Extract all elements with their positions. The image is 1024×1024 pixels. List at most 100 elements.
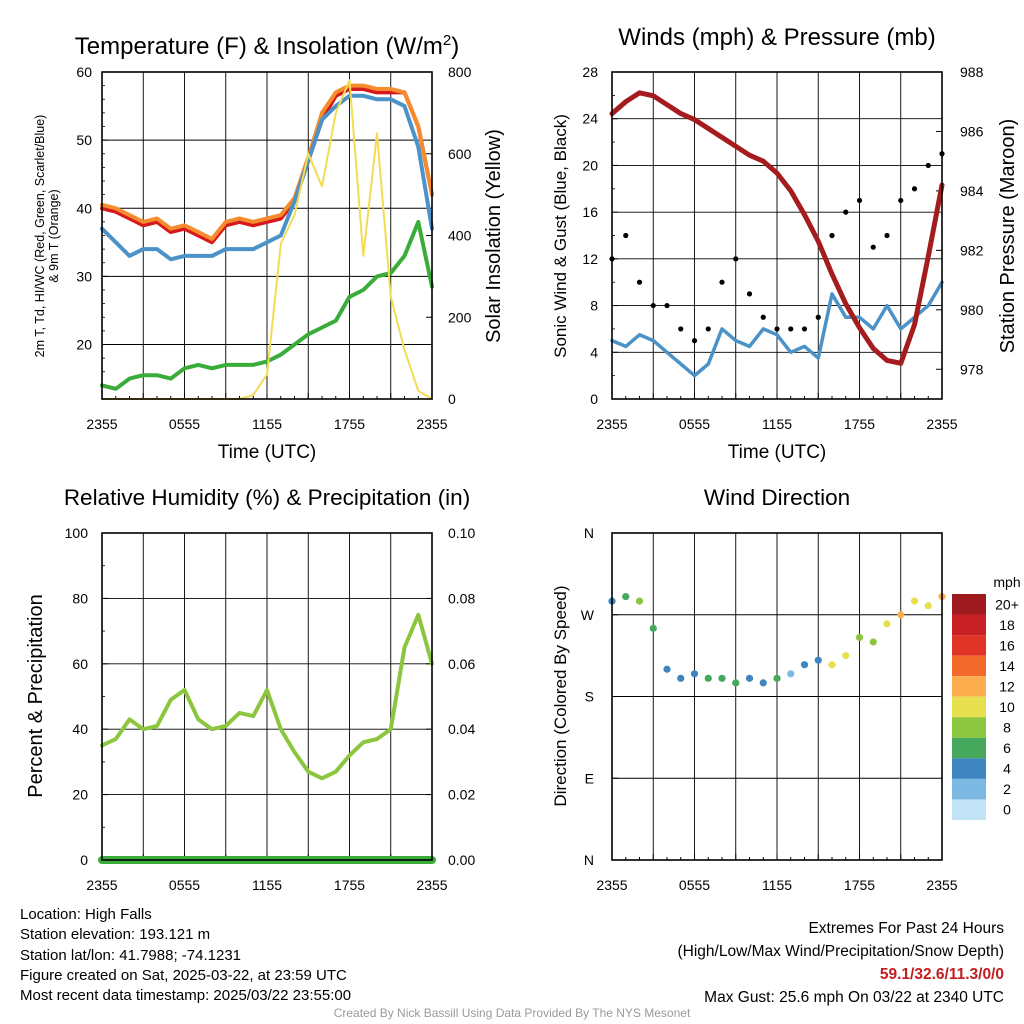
dir-point xyxy=(910,597,919,605)
temp-xtick-label: 1755 xyxy=(334,416,365,432)
dir-point xyxy=(773,674,781,682)
wind-y2tick-label: 982 xyxy=(960,242,984,258)
wind-series-gust-point xyxy=(774,326,780,332)
temp-series-2m-t xyxy=(100,87,434,245)
temp-xtick-label: 0555 xyxy=(169,416,200,432)
rh-ytick-label: 60 xyxy=(72,656,88,672)
wind-y2tick-label: 984 xyxy=(960,183,984,199)
dir-point xyxy=(842,652,850,660)
colorbar-swatch xyxy=(952,778,986,800)
wind-series-gust-point xyxy=(746,291,753,297)
wind-title: Winds (mph) & Pressure (mb) xyxy=(618,24,935,51)
temp-y2tick-label: 400 xyxy=(448,228,472,244)
rh-y2tick-label: 0.06 xyxy=(448,656,475,672)
colorbar-label: 2 xyxy=(1003,781,1011,797)
temp-xtick-label: 1155 xyxy=(252,416,282,432)
dir-point xyxy=(677,674,685,682)
wind-series-sonic-wind xyxy=(610,280,944,378)
dir-xtick-label: 1755 xyxy=(844,877,875,893)
wind-xtick-label: 2355 xyxy=(926,416,957,432)
dir-ytick-label: S xyxy=(585,689,594,705)
rh-y2tick-label: 0.04 xyxy=(448,721,475,737)
temp-y2tick-label: 0 xyxy=(448,391,456,407)
dir-point xyxy=(663,665,671,673)
dir-point xyxy=(622,592,630,601)
wind-xlabel: Time (UTC) xyxy=(728,442,827,463)
station-info: Location: High Falls Station elevation: … xyxy=(20,905,351,1006)
dir-point xyxy=(635,597,644,605)
colorbar-label: 10 xyxy=(999,699,1015,715)
colorbar-label: 14 xyxy=(999,658,1015,674)
temp-y2tick-label: 800 xyxy=(448,64,472,80)
extremes-subtitle: (High/Low/Max Wind/Precipitation/Snow De… xyxy=(677,943,1005,960)
colorbar-label: 4 xyxy=(1003,761,1011,777)
wind-series-gust-point xyxy=(856,197,863,204)
dir-point xyxy=(828,661,836,669)
wind-series-gust-point xyxy=(664,302,670,309)
dir-point xyxy=(732,679,740,687)
wind-series-gust-point xyxy=(705,326,711,332)
rh-ytick-label: 80 xyxy=(72,590,88,606)
temp-ytick-label: 30 xyxy=(76,268,92,284)
colorbar-label: 18 xyxy=(999,617,1015,633)
temp-series-td xyxy=(100,219,434,391)
colorbar-label: 8 xyxy=(1003,720,1011,736)
wind-ytick-label: 24 xyxy=(582,111,598,127)
dir-point xyxy=(869,638,877,646)
dir-point xyxy=(855,633,864,642)
colorbar-swatch xyxy=(952,635,986,656)
dir-point xyxy=(690,670,699,678)
wind-ytick-label: 0 xyxy=(590,391,598,407)
dir-panel-border xyxy=(611,532,943,861)
dir-xtick-label: 2355 xyxy=(926,877,957,893)
wind-series-gust-point xyxy=(623,232,629,239)
temp-ytick-label: 50 xyxy=(76,132,92,148)
wind-series-gust-point xyxy=(815,314,821,320)
colorbar-label: 16 xyxy=(999,637,1015,653)
wind-xtick-label: 0555 xyxy=(679,416,710,432)
dir-ytick-label: W xyxy=(581,607,595,623)
wind-ytick-label: 12 xyxy=(582,251,598,267)
rh-ytick-label: 0 xyxy=(80,852,88,868)
colorbar-swatch xyxy=(952,594,986,615)
max-gust: Max Gust: 25.6 mph On 03/22 at 2340 UTC xyxy=(704,989,1004,1006)
dir-title: Wind Direction xyxy=(704,485,850,510)
dir-xtick-label: 1155 xyxy=(762,877,792,893)
rh-y2tick-label: 0.10 xyxy=(448,525,475,541)
temp-y2tick-label: 200 xyxy=(448,309,472,325)
wind-y2tick-label: 980 xyxy=(960,302,984,318)
dir-ylabel-left: Direction (Colored By Speed) xyxy=(551,585,570,806)
wind-ylabel-left: Sonic Wind & Gust (Blue, Black) xyxy=(551,114,570,358)
wind-ytick-label: 28 xyxy=(582,64,598,80)
dir-point xyxy=(745,674,754,682)
rh-xtick-label: 0555 xyxy=(169,877,200,893)
rh-y2tick-label: 0.08 xyxy=(448,590,475,606)
colorbar-title: mph xyxy=(993,574,1020,590)
temp-ylabel-right: Solar Insolation (Yellow) xyxy=(483,129,505,343)
extremes-title: Extremes For Past 24 Hours xyxy=(808,920,1004,937)
temp-ylabel-1: 2m T, Td, HI/WC (Red, Green, Scarlet/Blu… xyxy=(33,115,47,358)
station-location: Location: High Falls xyxy=(20,906,152,923)
temp-xtick-label: 2355 xyxy=(416,416,447,432)
temp-ytick-label: 40 xyxy=(76,200,92,216)
colorbar-swatch xyxy=(952,614,986,636)
dir-ytick-label: N xyxy=(584,852,594,868)
wind-series-gust-point xyxy=(650,302,656,309)
temp-title: Temperature (F) & Insolation (W/m2) xyxy=(75,32,459,60)
dir-ytick-label: E xyxy=(585,770,594,786)
colorbar-swatch xyxy=(952,676,986,697)
wind-xtick-label: 1755 xyxy=(844,416,875,432)
colorbar-swatch xyxy=(952,717,986,738)
dir-xtick-label: 2355 xyxy=(596,877,627,893)
wind-series-gust-point xyxy=(788,326,794,332)
temp-ytick-label: 60 xyxy=(76,64,92,80)
wind-series-gust-point xyxy=(636,279,643,285)
rh-y2tick-label: 0.02 xyxy=(448,787,475,803)
temp-ylabel-2: & 9m T (Orange) xyxy=(47,189,61,282)
wind-series-gust-point xyxy=(911,186,918,192)
rh-series-relative-humidity xyxy=(100,612,434,781)
rh-xtick-label: 1755 xyxy=(334,877,365,893)
dir-point xyxy=(704,674,712,682)
rh-xtick-label: 2355 xyxy=(86,877,117,893)
